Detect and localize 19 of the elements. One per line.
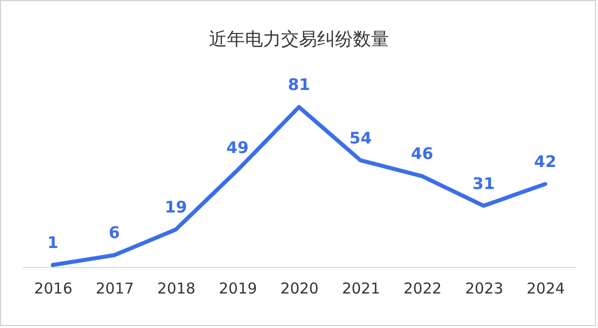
data-label: 42 — [534, 152, 556, 172]
data-label: 46 — [410, 144, 434, 164]
data-label: 19 — [164, 197, 188, 216]
data-label: 49 — [226, 138, 249, 158]
data-label: 1 — [47, 233, 58, 252]
x-tick-label: 2021 — [342, 280, 380, 298]
x-tick-label: 2017 — [96, 280, 134, 298]
data-label: 31 — [472, 174, 495, 193]
x-tick-label: 2022 — [404, 280, 442, 298]
x-tick-label: 2023 — [465, 280, 504, 298]
data-label: 81 — [288, 75, 310, 94]
x-tick-label: 2016 — [34, 280, 72, 298]
data-label: 6 — [108, 223, 120, 242]
data-label: 54 — [349, 128, 372, 148]
x-tick-label: 2019 — [218, 280, 258, 298]
x-tick-label: 2024 — [526, 280, 565, 298]
chart-title: 近年电力交易纠纷数量 — [209, 29, 389, 50]
x-tick-label: 2018 — [157, 280, 196, 298]
x-tick-label: 2020 — [280, 280, 319, 298]
